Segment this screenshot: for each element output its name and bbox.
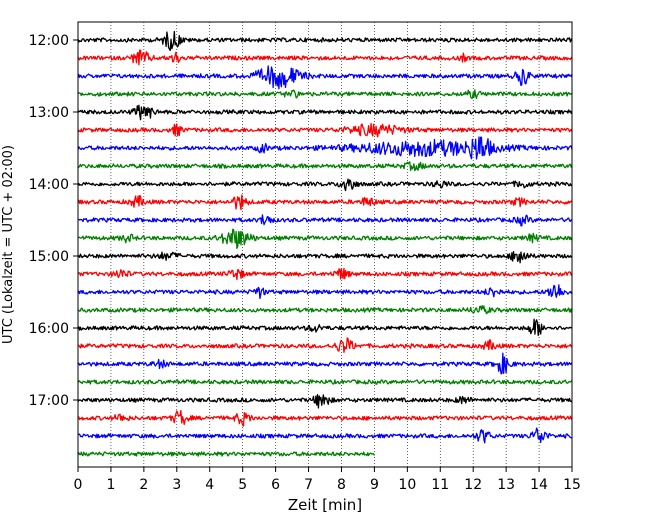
x-tick-label: 15 xyxy=(563,477,581,493)
y-tick-label: 12:00 xyxy=(29,33,69,49)
trace-line xyxy=(77,228,573,249)
trace-line xyxy=(77,214,573,227)
x-tick-label: 12 xyxy=(464,477,482,493)
x-tick-label: 8 xyxy=(337,477,346,493)
trace-line xyxy=(77,267,573,281)
x-tick-label: 1 xyxy=(106,477,115,493)
vertical-grid xyxy=(110,22,540,467)
y-axis: 12:00 13:00 14:00 15:00 16:00 17:00 xyxy=(29,33,78,409)
x-tick-label: 14 xyxy=(530,477,548,493)
y-axis-label: UTC (Lokalzeit = UTC + 02:00) xyxy=(1,145,16,344)
trace-line xyxy=(77,178,573,192)
trace-line xyxy=(77,250,573,264)
y-tick-label: 17:00 xyxy=(29,393,69,409)
trace-line xyxy=(77,427,573,444)
y-tick-label: 15:00 xyxy=(29,249,69,265)
trace-line xyxy=(77,305,573,315)
x-tick-label: 2 xyxy=(139,477,148,493)
trace-line xyxy=(77,161,573,172)
y-tick-label: 13:00 xyxy=(29,105,69,121)
x-axis-label: Zeit [min] xyxy=(288,496,362,514)
trace-line xyxy=(77,409,573,427)
x-tick-label: 0 xyxy=(74,477,83,493)
seismic-traces xyxy=(77,30,573,457)
trace-line xyxy=(77,30,573,52)
x-tick-label: 7 xyxy=(304,477,313,493)
x-tick-label: 9 xyxy=(370,477,379,493)
trace-line xyxy=(77,352,573,375)
trace-line xyxy=(77,318,573,337)
trace-line xyxy=(77,451,375,457)
x-tick-label: 6 xyxy=(271,477,280,493)
trace-line xyxy=(77,136,573,160)
x-tick-label: 10 xyxy=(398,477,416,493)
trace-line xyxy=(77,337,573,354)
x-tick-label: 11 xyxy=(431,477,449,493)
trace-line xyxy=(77,122,573,138)
trace-line xyxy=(77,284,573,300)
y-tick-label: 16:00 xyxy=(29,321,69,337)
trace-line xyxy=(77,394,573,409)
trace-line xyxy=(77,65,573,90)
trace-line xyxy=(77,379,573,385)
y-tick-label: 14:00 xyxy=(29,177,69,193)
x-tick-label: 5 xyxy=(238,477,247,493)
x-tick-label: 3 xyxy=(172,477,181,493)
x-tick-label: 13 xyxy=(497,477,515,493)
trace-line xyxy=(77,89,573,100)
x-tick-label: 4 xyxy=(205,477,214,493)
x-axis: 0 1 2 3 4 5 6 7 8 9 10 11 12 13 14 15 xyxy=(74,467,581,493)
trace-line xyxy=(77,49,573,66)
trace-line xyxy=(77,194,573,211)
trace-line xyxy=(77,104,573,121)
plot-frame xyxy=(77,21,573,468)
